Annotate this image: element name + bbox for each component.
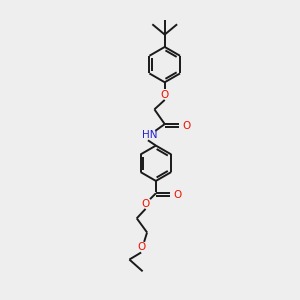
Text: O: O [137, 242, 145, 252]
Text: HN: HN [142, 130, 157, 140]
Text: O: O [174, 190, 182, 200]
Text: O: O [142, 199, 150, 208]
Text: O: O [160, 90, 169, 100]
Text: O: O [182, 121, 190, 130]
